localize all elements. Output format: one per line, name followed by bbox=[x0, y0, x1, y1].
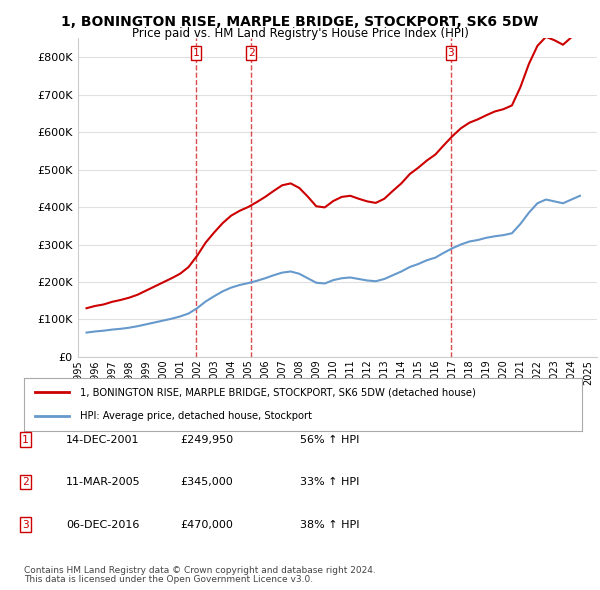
Text: HPI: Average price, detached house, Stockport: HPI: Average price, detached house, Stoc… bbox=[80, 411, 312, 421]
Text: £345,000: £345,000 bbox=[180, 477, 233, 487]
Text: 38% ↑ HPI: 38% ↑ HPI bbox=[300, 520, 359, 529]
Text: 56% ↑ HPI: 56% ↑ HPI bbox=[300, 435, 359, 444]
Text: 3: 3 bbox=[22, 520, 29, 529]
Text: 11-MAR-2005: 11-MAR-2005 bbox=[66, 477, 140, 487]
Text: 06-DEC-2016: 06-DEC-2016 bbox=[66, 520, 139, 529]
Text: £470,000: £470,000 bbox=[180, 520, 233, 529]
Text: 1, BONINGTON RISE, MARPLE BRIDGE, STOCKPORT, SK6 5DW: 1, BONINGTON RISE, MARPLE BRIDGE, STOCKP… bbox=[61, 15, 539, 29]
Text: This data is licensed under the Open Government Licence v3.0.: This data is licensed under the Open Gov… bbox=[24, 575, 313, 584]
Text: 3: 3 bbox=[448, 48, 454, 58]
Text: 1, BONINGTON RISE, MARPLE BRIDGE, STOCKPORT, SK6 5DW (detached house): 1, BONINGTON RISE, MARPLE BRIDGE, STOCKP… bbox=[80, 388, 476, 398]
Text: 33% ↑ HPI: 33% ↑ HPI bbox=[300, 477, 359, 487]
Text: Price paid vs. HM Land Registry's House Price Index (HPI): Price paid vs. HM Land Registry's House … bbox=[131, 27, 469, 40]
Text: 14-DEC-2001: 14-DEC-2001 bbox=[66, 435, 139, 444]
Text: 2: 2 bbox=[22, 477, 29, 487]
Text: 1: 1 bbox=[193, 48, 200, 58]
Text: £249,950: £249,950 bbox=[180, 435, 233, 444]
Text: Contains HM Land Registry data © Crown copyright and database right 2024.: Contains HM Land Registry data © Crown c… bbox=[24, 566, 376, 575]
Text: 1: 1 bbox=[22, 435, 29, 444]
Text: 2: 2 bbox=[248, 48, 255, 58]
